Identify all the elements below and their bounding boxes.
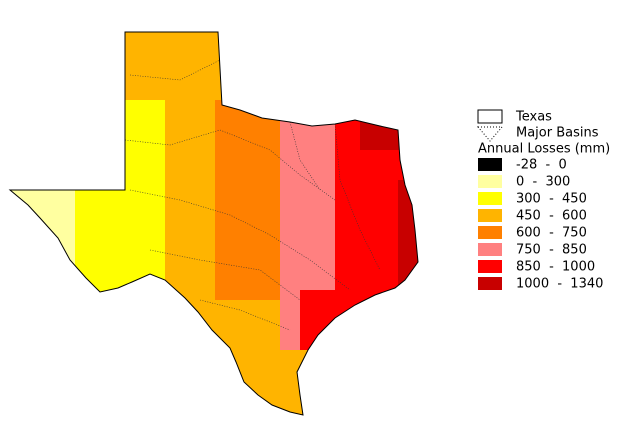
legend-swatch	[478, 192, 502, 205]
basin-swatch	[476, 126, 504, 142]
legend-label: 1000 - 1340	[516, 277, 603, 292]
legend-label: Major Basins	[516, 126, 599, 141]
legend-title: Annual Losses (mm)	[478, 142, 610, 157]
outline-swatch	[477, 109, 503, 124]
legend-swatch	[478, 243, 502, 256]
legend-swatch	[478, 226, 502, 239]
legend-label: 600 - 750	[516, 226, 587, 241]
legend-label: 300 - 450	[516, 192, 587, 207]
legend-label: 0 - 300	[516, 175, 570, 190]
legend-label: 450 - 600	[516, 209, 587, 224]
legend-swatch	[478, 260, 502, 273]
legend: Texas Major Basins Annual Losses (mm) -2…	[476, 109, 610, 292]
legend-swatch	[478, 175, 502, 188]
legend-swatch	[478, 209, 502, 222]
texas-outline	[8, 31, 419, 416]
legend-label: 850 - 1000	[516, 260, 595, 275]
legend-swatch	[478, 277, 502, 290]
legend-label: -28 - 0	[516, 158, 567, 173]
legend-label: 750 - 850	[516, 243, 587, 258]
legend-swatch	[478, 158, 502, 171]
legend-label: Texas	[515, 110, 552, 125]
